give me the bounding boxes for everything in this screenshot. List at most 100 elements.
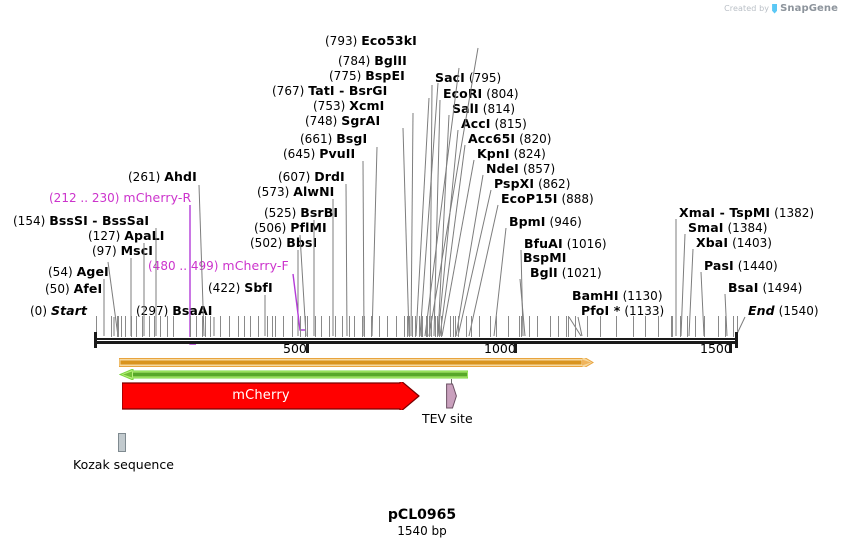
restriction-site-tick[interactable] [173,316,174,337]
restriction-site-tick[interactable] [110,316,112,337]
enzyme-label-bspmi[interactable]: BspMI [523,250,567,265]
restriction-site-tick[interactable] [299,316,301,337]
restriction-site-tick[interactable] [489,316,491,337]
restriction-site-tick[interactable] [341,316,343,337]
restriction-site-tick[interactable] [632,316,634,337]
restriction-site-tick[interactable] [672,316,674,337]
restriction-site-tick[interactable] [116,316,118,337]
restriction-site-tick[interactable] [125,316,127,337]
restriction-site-tick[interactable] [189,316,191,337]
restriction-site-tick[interactable] [426,316,428,337]
restriction-site-tick[interactable] [407,316,409,337]
restriction-site-tick[interactable] [645,316,647,337]
restriction-site-tick[interactable] [703,316,705,337]
restriction-site-tick[interactable] [229,316,231,337]
restriction-site-tick[interactable] [679,316,681,337]
restriction-site-tick[interactable] [458,316,460,337]
restriction-site-tick[interactable] [687,316,689,337]
enzyme-label-pasi[interactable]: PasI (1440) [704,258,778,273]
restriction-site-tick[interactable] [364,316,366,337]
restriction-site-tick[interactable] [616,316,618,337]
enzyme-label-agei[interactable]: (54) AgeI [48,264,109,279]
restriction-site-tick[interactable] [154,316,156,337]
enzyme-label-bfuai[interactable]: BfuAI (1016) [524,236,607,251]
enzyme-label-msci[interactable]: (97) MscI [92,243,153,258]
enzyme-label-ndei[interactable]: NdeI (857) [486,161,556,176]
enzyme-label-pspxi[interactable]: PspXI (862) [494,176,571,191]
restriction-site-tick[interactable] [329,316,331,337]
restriction-site-tick[interactable] [195,316,197,337]
enzyme-label-bspei[interactable]: (775) BspEI [329,68,405,83]
enzyme-label-alwni[interactable]: (573) AlwNI [257,184,335,199]
restriction-site-tick[interactable] [379,316,381,337]
restriction-site-tick[interactable] [204,316,206,337]
restriction-site-tick[interactable] [314,316,316,337]
restriction-site-tick[interactable] [574,316,576,337]
restriction-site-tick[interactable] [671,316,673,337]
enzyme-label-bglii[interactable]: (784) BglII [338,53,407,68]
restriction-site-tick[interactable] [219,316,221,337]
restriction-site-tick[interactable] [136,316,138,337]
restriction-site-tick[interactable] [306,316,308,337]
enzyme-label-xbai[interactable]: XbaI (1403) [696,235,772,250]
enzyme-label-ecori[interactable]: EcoRI (804) [443,86,519,101]
enzyme-label-bpmi[interactable]: BpmI (946) [509,214,582,229]
enzyme-label-pvuii[interactable]: (645) PvuII [283,146,356,161]
restriction-site-tick[interactable] [120,316,122,337]
enzyme-label-sbfi[interactable]: (422) SbfI [208,280,273,295]
feature-mcherry[interactable]: mCherry [122,382,420,410]
primer-label-mcherry-f[interactable]: (480 .. 499) mCherry-F [148,258,289,273]
restriction-site-tick[interactable] [160,316,162,337]
restriction-site-tick[interactable] [283,316,285,337]
restriction-site-tick[interactable] [452,316,454,337]
restriction-site-tick[interactable] [166,316,168,337]
enzyme-label-acci[interactable]: AccI (815) [461,116,527,131]
restriction-site-tick[interactable] [274,316,276,337]
restriction-site-tick[interactable] [717,316,719,337]
restriction-site-tick[interactable] [537,316,539,337]
restriction-site-tick[interactable] [371,316,373,337]
restriction-site-tick[interactable] [118,316,120,337]
restriction-site-tick[interactable] [518,316,520,337]
enzyme-label-bsai[interactable]: BsaI (1494) [728,280,803,295]
restriction-site-tick[interactable] [422,316,424,337]
feature-green-arrow[interactable] [119,369,468,380]
enzyme-label-xcmi[interactable]: (753) XcmI [313,98,385,113]
restriction-site-tick[interactable] [362,316,364,337]
restriction-site-tick[interactable] [566,316,568,337]
enzyme-label-pflmi[interactable]: (506) PflMI [254,220,327,235]
restriction-site-tick[interactable] [449,316,451,337]
restriction-site-tick[interactable] [428,316,430,337]
enzyme-label-drdi[interactable]: (607) DrdI [278,169,345,184]
restriction-site-tick[interactable] [404,316,405,337]
restriction-site-tick[interactable] [657,316,659,337]
restriction-site-tick[interactable] [202,316,204,337]
restriction-site-tick[interactable] [412,316,414,337]
restriction-site-tick[interactable] [528,316,530,337]
restriction-site-tick[interactable] [495,316,497,337]
enzyme-label-kpni[interactable]: KpnI (824) [477,146,546,161]
restriction-site-tick[interactable] [508,316,510,337]
restriction-site-tick[interactable] [418,316,420,337]
enzyme-label-bsgi[interactable]: (661) BsgI [300,131,368,146]
enzyme-label-start[interactable]: (0) Start [30,303,88,318]
restriction-site-tick[interactable] [567,316,569,337]
feature-tev-site[interactable] [446,383,457,409]
restriction-site-tick[interactable] [131,316,133,337]
restriction-site-tick[interactable] [549,316,551,337]
restriction-site-tick[interactable] [304,316,306,337]
restriction-site-tick[interactable] [395,316,397,337]
restriction-site-tick[interactable] [96,316,97,337]
restriction-site-tick[interactable] [470,316,472,337]
restriction-site-tick[interactable] [599,316,601,337]
enzyme-label-sgrai[interactable]: (748) SgrAI [305,113,381,128]
enzyme-label-sali[interactable]: SalI (814) [452,101,516,116]
enzyme-label-smai[interactable]: SmaI (1384) [688,220,768,235]
enzyme-label-afei[interactable]: (50) AfeI [45,281,103,296]
restriction-site-tick[interactable] [420,316,422,337]
enzyme-label-bsssi-bsssai[interactable]: (154) BssSI - BssSaI [13,213,150,228]
restriction-site-tick[interactable] [243,316,245,337]
enzyme-label-bgli[interactable]: BglI (1021) [530,265,602,280]
restriction-site-tick[interactable] [320,316,322,337]
enzyme-label-pfoi[interactable]: PfoI * (1133) [581,303,665,318]
